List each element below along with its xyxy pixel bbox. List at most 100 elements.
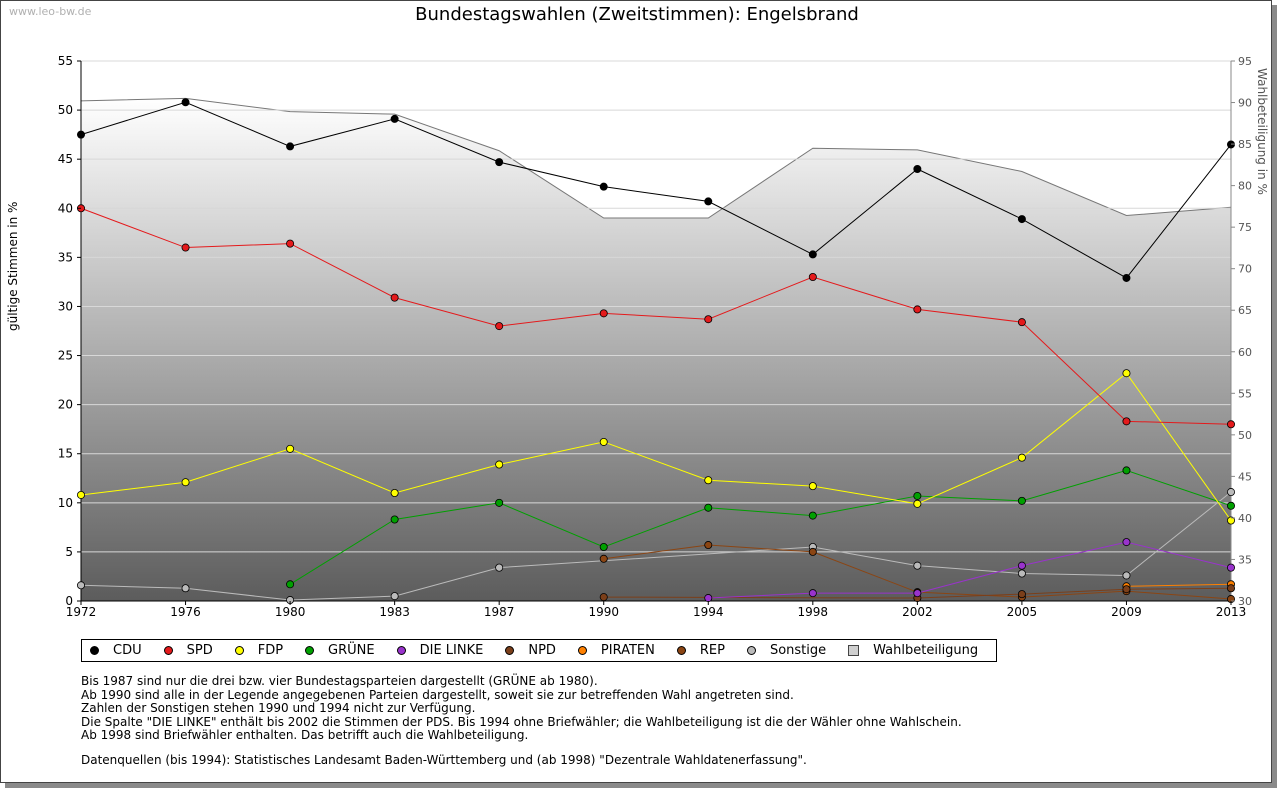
data-point-gr-ne xyxy=(704,503,713,512)
series-die-linke xyxy=(704,538,1236,603)
data-point-sonstige xyxy=(495,563,504,572)
legend-item: SPD xyxy=(163,643,213,658)
data-point-fdp xyxy=(599,437,608,446)
y2-tick-label: 45 xyxy=(1238,470,1252,483)
x-tick-label: 2009 xyxy=(1111,605,1142,619)
series-line-fdp xyxy=(80,372,1232,521)
legend-label: SPD xyxy=(186,643,213,658)
legend-label: Sonstige xyxy=(769,643,827,658)
data-point-sonstige xyxy=(1122,571,1131,580)
data-point-gr-ne xyxy=(808,511,817,520)
x-tick-label: 1994 xyxy=(693,605,724,619)
y2-tick-label: 75 xyxy=(1238,221,1252,234)
turnout-area xyxy=(81,98,1231,601)
y2-tick-label: 35 xyxy=(1238,553,1252,566)
data-point-sonstige xyxy=(1017,569,1026,578)
data-point-die-linke xyxy=(1017,561,1026,570)
y2-tick-label: 40 xyxy=(1238,512,1252,525)
data-point-cdu xyxy=(599,182,608,191)
legend-marker xyxy=(505,646,515,655)
data-point-fdp xyxy=(286,444,295,453)
legend-label: DIE LINKE xyxy=(419,643,484,658)
y2-tick-label: 95 xyxy=(1238,55,1252,68)
data-point-spd xyxy=(808,272,817,281)
legend-marker xyxy=(746,646,756,655)
data-point-spd xyxy=(913,305,922,314)
y-tick-label: 25 xyxy=(58,349,73,363)
x-tick-label: 1998 xyxy=(798,605,829,619)
y-tick-label: 45 xyxy=(58,152,73,166)
series-line-spd xyxy=(80,207,1232,425)
series-fdp xyxy=(77,369,1236,525)
legend-item: CDU xyxy=(90,643,142,658)
data-point-spd xyxy=(495,322,504,331)
x-tick-label: 1987 xyxy=(484,605,515,619)
data-point-gr-ne xyxy=(599,543,608,552)
data-point-fdp xyxy=(77,490,86,499)
series-line-gr-ne xyxy=(289,469,1232,585)
data-point-gr-ne xyxy=(286,580,295,589)
series-line-sonstige xyxy=(80,491,1232,601)
note-line: Die Spalte "DIE LINKE" enthält bis 2002 … xyxy=(81,714,962,729)
data-point-cdu xyxy=(495,158,504,167)
series-line-piraten xyxy=(1126,583,1232,587)
x-tick-label: 1976 xyxy=(170,605,201,619)
legend-marker xyxy=(163,646,173,655)
data-point-spd xyxy=(181,243,190,252)
legend-marker xyxy=(848,645,860,656)
data-point-sonstige xyxy=(390,592,399,601)
data-point-gr-ne xyxy=(913,491,922,500)
data-point-fdp xyxy=(495,460,504,469)
data-point-fdp xyxy=(913,499,922,508)
legend-item: PIRATEN xyxy=(577,643,655,658)
legend-item: DIE LINKE xyxy=(396,643,484,658)
data-point-cdu xyxy=(181,98,190,107)
data-point-fdp xyxy=(1122,369,1131,378)
y-tick-label: 30 xyxy=(58,299,73,313)
data-point-gr-ne xyxy=(1227,501,1236,510)
data-point-rep xyxy=(599,554,608,563)
y-tick-label: 20 xyxy=(58,398,73,412)
series-line-die-linke xyxy=(708,541,1232,599)
data-point-spd xyxy=(599,309,608,318)
data-point-gr-ne xyxy=(495,498,504,507)
y2-tick-label: 60 xyxy=(1238,346,1252,359)
data-point-die-linke xyxy=(808,589,817,598)
data-point-gr-ne xyxy=(1017,496,1026,505)
y-tick-label: 5 xyxy=(65,545,73,559)
data-point-cdu xyxy=(286,142,295,151)
series-line-cdu xyxy=(80,101,1232,279)
data-point-fdp xyxy=(181,478,190,487)
x-tick-label: 1972 xyxy=(66,605,97,619)
data-point-die-linke xyxy=(1122,538,1131,547)
y2-tick-label: 30 xyxy=(1238,595,1252,608)
x-tick-label: 2002 xyxy=(902,605,933,619)
data-point-cdu xyxy=(1017,215,1026,224)
series-sonstige xyxy=(77,488,1236,605)
legend-item: REP xyxy=(676,643,725,658)
data-point-cdu xyxy=(704,197,713,206)
data-point-npd xyxy=(1017,590,1026,599)
data-point-gr-ne xyxy=(390,515,399,524)
legend: CDU SPD FDP GRÜNE DIE LINKE NPD PIRATEN REP Sons… xyxy=(81,639,998,662)
series-spd xyxy=(77,204,1236,429)
legend-label: GRÜNE xyxy=(328,643,375,658)
y-tick-label: 40 xyxy=(58,201,73,215)
data-point-spd xyxy=(704,315,713,324)
data-point-cdu xyxy=(808,250,817,259)
x-tick-label: 1980 xyxy=(275,605,306,619)
note-line: Ab 1990 sind alle in der Legende angegeb… xyxy=(81,687,794,702)
data-point-spd xyxy=(286,239,295,248)
watermark: www.leo-bw.de xyxy=(9,5,92,18)
data-source-note: Datenquellen (bis 1994): Statistisches L… xyxy=(81,753,807,767)
plot-area: 0 5 10 15 20 25 30 35 40 45 50 55 30 35 40 45 50 55 60 65 70… xyxy=(58,54,1252,619)
data-point-fdp xyxy=(1017,453,1026,462)
data-point-gr-ne xyxy=(1122,466,1131,475)
legend-label: Wahlbeteiligung xyxy=(873,643,979,658)
y-tick-label: 10 xyxy=(58,496,73,510)
data-point-fdp xyxy=(704,476,713,485)
legend-item: Sonstige xyxy=(746,643,827,658)
data-point-die-linke xyxy=(704,594,713,603)
y-tick-label: 15 xyxy=(58,447,73,461)
